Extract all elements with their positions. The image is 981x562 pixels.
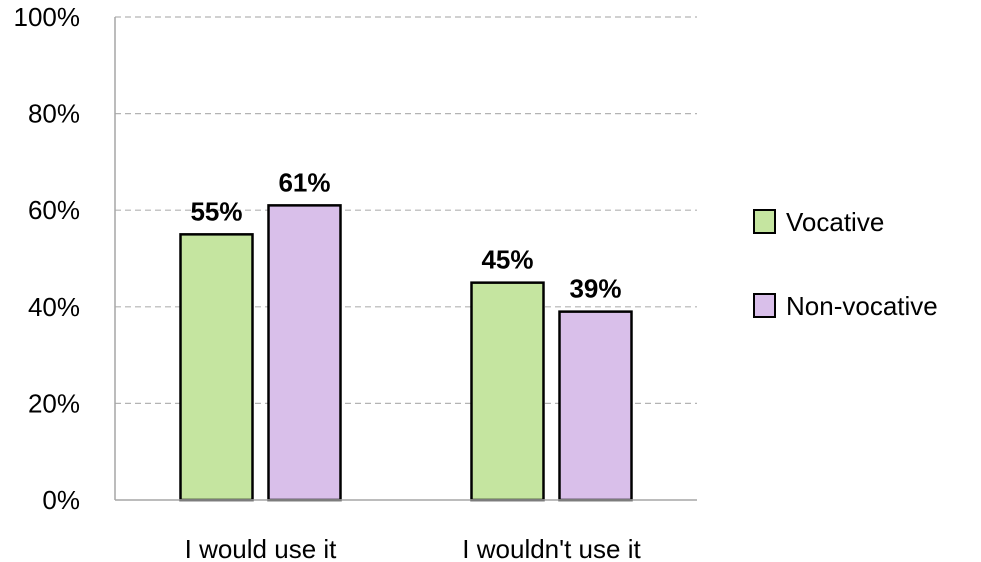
data-label: 39% [569,274,621,304]
legend-swatch [753,209,776,234]
data-label: 61% [278,167,330,197]
x-category-label: I would use it [185,534,338,562]
bars [179,204,633,502]
y-tick-label: 20% [28,388,80,418]
data-labels: 55% 61% 45% 39% [190,167,621,303]
bar [267,204,342,502]
bar [558,310,633,502]
data-label: 45% [481,245,533,275]
bar [470,281,545,502]
x-axis: I would use it I wouldn't use it [115,499,697,562]
y-tick-label: 80% [28,99,80,129]
data-label: 55% [190,196,242,226]
legend-label: Non-vocative [786,291,938,321]
legend-swatch [753,293,776,318]
bar [179,233,254,502]
x-category-label: I wouldn't use it [462,534,641,562]
y-tick-label: 100% [14,2,81,32]
y-tick-label: 0% [42,485,80,515]
legend-label: Vocative [786,207,884,237]
y-tick-label: 40% [28,292,80,322]
legend: Vocative Non-vocative [753,207,938,321]
y-tick-label: 60% [28,195,80,225]
y-axis: 0% 20% 40% 60% 80% 100% [14,2,116,515]
